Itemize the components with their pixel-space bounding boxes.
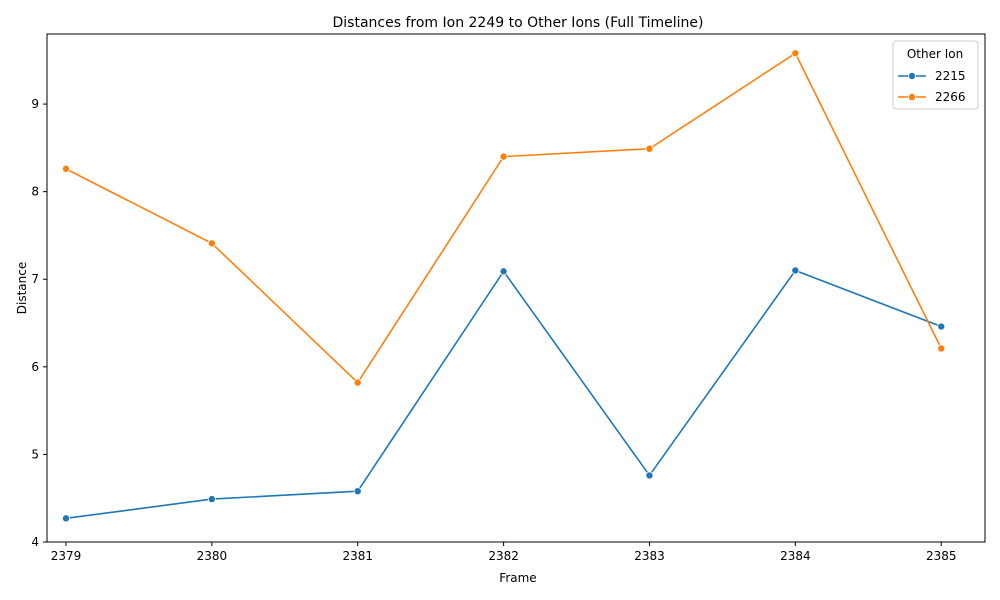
legend-marker xyxy=(908,93,917,102)
plot-area xyxy=(61,49,946,523)
legend-box xyxy=(892,40,979,110)
y-axis: 4 5 6 7 8 9 xyxy=(31,97,47,549)
data-point-2266 xyxy=(645,144,654,153)
x-tick-label: 2379 xyxy=(51,549,82,563)
x-tick-label: 2382 xyxy=(488,549,519,563)
legend-label: 2266 xyxy=(935,90,966,104)
y-tick-label: 4 xyxy=(31,535,39,549)
data-point-2215 xyxy=(353,487,362,496)
legend-entry-2215: 2215 xyxy=(898,69,966,83)
x-tick-label: 2384 xyxy=(780,549,811,563)
data-point-2215 xyxy=(61,514,70,523)
data-point-2215 xyxy=(499,267,508,276)
y-tick-label: 6 xyxy=(31,360,39,374)
data-point-2266 xyxy=(353,378,362,387)
legend-entries: 2215 2266 xyxy=(898,69,966,104)
data-point-2266 xyxy=(499,152,508,161)
data-point-2266 xyxy=(791,49,800,58)
legend: Other Ion 2215 2266 xyxy=(892,40,979,110)
axes-frame xyxy=(46,33,986,543)
y-tick-label: 8 xyxy=(31,185,39,199)
data-point-2215 xyxy=(791,266,800,275)
data-point-2215 xyxy=(937,322,946,331)
data-point-2215 xyxy=(645,471,654,480)
x-tick-label: 2383 xyxy=(634,549,665,563)
data-point-2266 xyxy=(937,344,946,353)
series-line-2266 xyxy=(65,52,942,384)
data-point-2266 xyxy=(207,239,216,248)
x-tick-label: 2380 xyxy=(197,549,228,563)
legend-marker xyxy=(908,72,917,81)
y-axis-label: Distance xyxy=(15,262,29,314)
x-tick-label: 2385 xyxy=(926,549,957,563)
data-point-2215 xyxy=(207,495,216,504)
series-2266 xyxy=(61,49,946,387)
legend-label: 2215 xyxy=(935,69,966,83)
y-tick-label: 9 xyxy=(31,97,39,111)
data-point-2266 xyxy=(61,164,70,173)
x-tick-label: 2381 xyxy=(342,549,373,563)
chart-title: Distances from Ion 2249 to Other Ions (F… xyxy=(333,15,704,31)
series-line-2215 xyxy=(65,269,942,520)
legend-title: Other Ion xyxy=(907,47,963,61)
x-axis-label: Frame xyxy=(499,571,536,585)
y-tick-label: 7 xyxy=(31,272,39,286)
series-2215 xyxy=(61,266,946,523)
legend-entry-2266: 2266 xyxy=(898,90,966,104)
x-axis: 2379 2380 2381 2382 2383 2384 2385 xyxy=(51,542,957,563)
y-tick-label: 5 xyxy=(31,447,39,461)
